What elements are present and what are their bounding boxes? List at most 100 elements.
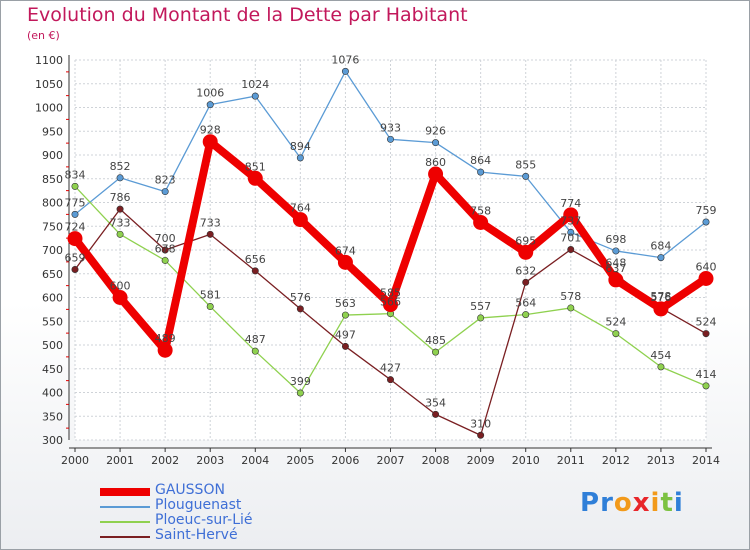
x-tick-label: 2014 xyxy=(692,454,720,467)
data-point xyxy=(477,168,485,176)
data-point xyxy=(432,348,440,356)
data-label: 864 xyxy=(470,154,491,167)
y-tick-label: 500 xyxy=(42,339,63,352)
data-label: 557 xyxy=(470,300,491,313)
data-point xyxy=(563,207,579,223)
data-label: 724 xyxy=(65,221,86,234)
data-label: 524 xyxy=(696,316,717,329)
data-label: 758 xyxy=(470,204,491,217)
data-point xyxy=(71,265,79,273)
data-label: 485 xyxy=(425,334,446,347)
data-point xyxy=(337,254,353,270)
data-point xyxy=(112,290,128,305)
data-point xyxy=(341,67,349,75)
data-label: 823 xyxy=(155,174,176,187)
data-point xyxy=(206,230,214,238)
data-point xyxy=(567,228,575,236)
data-label: 497 xyxy=(335,328,356,341)
legend-label: GAUSSON xyxy=(155,482,225,498)
data-point xyxy=(206,303,214,311)
y-tick-label: 700 xyxy=(42,244,63,257)
data-label: 733 xyxy=(110,216,131,229)
data-point xyxy=(522,172,530,180)
data-label: 399 xyxy=(290,375,311,388)
y-tick-label: 800 xyxy=(42,197,63,210)
data-point xyxy=(251,92,259,100)
x-tick-label: 2004 xyxy=(241,454,269,467)
data-point xyxy=(116,205,124,213)
data-point xyxy=(432,410,440,418)
data-point xyxy=(432,139,440,147)
data-point xyxy=(702,218,710,226)
data-point xyxy=(653,301,669,317)
data-point xyxy=(702,382,710,390)
data-label: 1076 xyxy=(331,53,359,66)
data-point xyxy=(161,188,169,196)
data-label: 427 xyxy=(380,362,401,375)
data-point xyxy=(386,135,394,143)
data-label: 851 xyxy=(245,160,266,173)
data-label: 585 xyxy=(380,287,401,300)
data-point xyxy=(247,170,263,186)
data-label: 894 xyxy=(290,140,311,153)
data-label: 928 xyxy=(200,124,221,137)
data-point xyxy=(161,246,169,254)
x-tick-label: 2010 xyxy=(512,454,540,467)
data-point xyxy=(612,330,620,338)
data-label: 933 xyxy=(380,121,401,134)
data-point xyxy=(206,101,214,109)
data-label: 576 xyxy=(650,291,671,304)
data-label: 637 xyxy=(605,262,626,275)
y-tick-label: 1050 xyxy=(35,78,63,91)
y-tick-label: 900 xyxy=(42,149,63,162)
data-label: 564 xyxy=(515,297,536,310)
data-point xyxy=(383,297,398,313)
x-tick-label: 2012 xyxy=(602,454,630,467)
data-point xyxy=(251,347,259,355)
data-label: 733 xyxy=(200,216,221,229)
y-tick-label: 950 xyxy=(42,125,63,138)
data-point xyxy=(477,314,485,322)
legend-swatch xyxy=(100,536,150,538)
y-tick-label: 1100 xyxy=(35,54,63,67)
data-point xyxy=(608,272,624,288)
data-label: 578 xyxy=(560,290,581,303)
data-label: 563 xyxy=(335,297,356,310)
data-label: 489 xyxy=(155,332,176,345)
data-label: 524 xyxy=(605,316,626,329)
data-point xyxy=(71,182,79,190)
x-tick-label: 2005 xyxy=(286,454,314,467)
y-tick-label: 1000 xyxy=(35,102,63,115)
data-point xyxy=(473,214,489,230)
data-point xyxy=(116,230,124,238)
data-label: 487 xyxy=(245,333,266,346)
y-tick-label: 550 xyxy=(42,315,63,328)
data-label: 454 xyxy=(650,349,671,362)
data-point xyxy=(251,267,259,275)
data-label: 701 xyxy=(560,232,581,245)
data-point xyxy=(518,244,534,260)
x-tick-label: 2008 xyxy=(422,454,450,467)
data-point xyxy=(67,231,83,247)
x-tick-label: 2002 xyxy=(151,454,179,467)
data-point xyxy=(657,363,665,371)
data-label: 659 xyxy=(65,251,86,264)
x-tick-label: 2000 xyxy=(61,454,89,467)
data-point xyxy=(702,330,710,338)
data-label: 1006 xyxy=(196,87,224,100)
legend-label: Ploeuc-sur-Lié xyxy=(155,512,253,528)
data-label: 759 xyxy=(696,204,717,217)
logo-letter: r xyxy=(600,488,614,518)
data-label: 860 xyxy=(425,156,446,169)
y-tick-label: 650 xyxy=(42,268,63,281)
data-point xyxy=(157,342,173,358)
data-label: 354 xyxy=(425,396,446,409)
x-tick-label: 2009 xyxy=(467,454,495,467)
data-point xyxy=(567,246,575,254)
legend-swatch xyxy=(100,506,150,508)
data-label: 414 xyxy=(696,368,717,381)
data-label: 775 xyxy=(65,196,86,209)
x-tick-label: 2011 xyxy=(557,454,585,467)
y-tick-label: 300 xyxy=(42,434,63,447)
data-label: 566 xyxy=(380,296,401,309)
